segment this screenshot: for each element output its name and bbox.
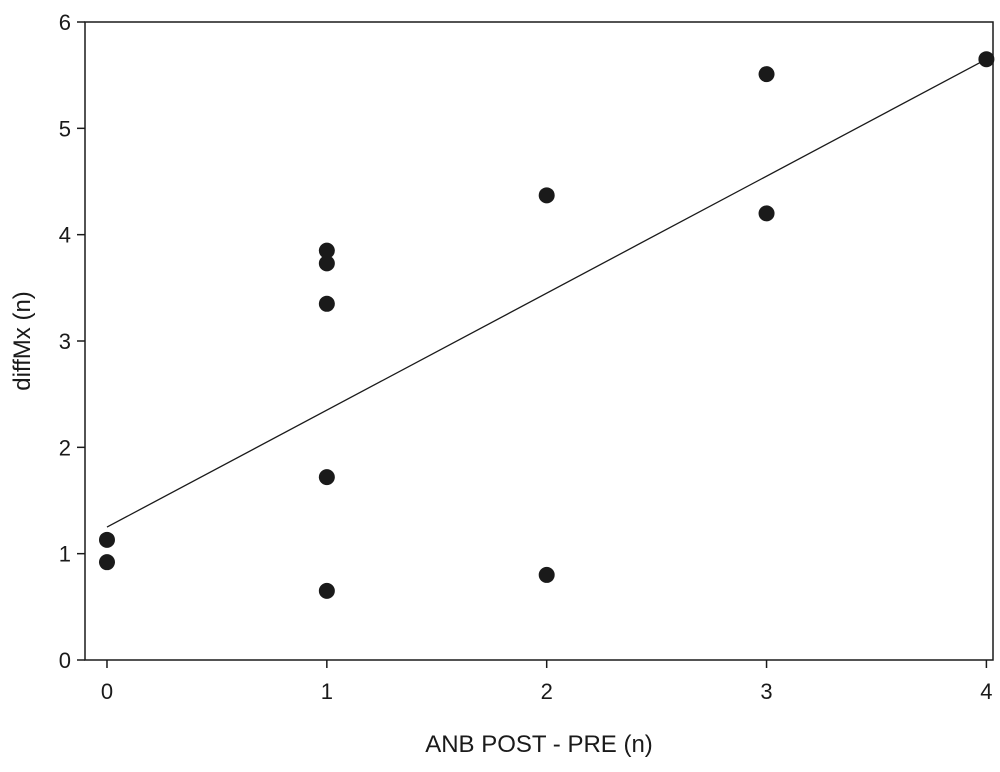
axes: 0 1 2 3 4 5 6 0 1 2 3 4 [59, 10, 994, 704]
data-point [978, 51, 995, 68]
trend-line [106, 58, 987, 528]
x-tick-label: 3 [760, 679, 772, 704]
data-point [318, 295, 335, 312]
x-axis-title: ANB POST - PRE (n) [425, 731, 653, 758]
data-points [98, 51, 995, 599]
data-point [98, 554, 115, 571]
y-tick-label: 1 [59, 542, 71, 567]
data-point [318, 242, 335, 259]
plot-frame [84, 21, 994, 661]
data-point [318, 255, 335, 272]
data-point [98, 531, 115, 548]
y-tick-label: 3 [59, 329, 71, 354]
y-axis-title: diffMx (n) [9, 291, 36, 391]
data-point [318, 469, 335, 486]
data-point [758, 205, 775, 222]
y-tick-label: 6 [59, 10, 71, 35]
data-point [538, 566, 555, 583]
y-tick-label: 4 [59, 223, 71, 248]
y-tick-label: 0 [59, 648, 71, 673]
x-tick-label: 0 [101, 679, 113, 704]
data-point [318, 582, 335, 599]
x-tick-label: 4 [980, 679, 992, 704]
x-tick-label: 1 [321, 679, 333, 704]
y-tick-label: 2 [59, 435, 71, 460]
data-point [758, 66, 775, 83]
y-tick-label: 5 [59, 116, 71, 141]
trendline-group [106, 58, 987, 528]
x-tick-label: 2 [541, 679, 553, 704]
data-point [538, 187, 555, 204]
